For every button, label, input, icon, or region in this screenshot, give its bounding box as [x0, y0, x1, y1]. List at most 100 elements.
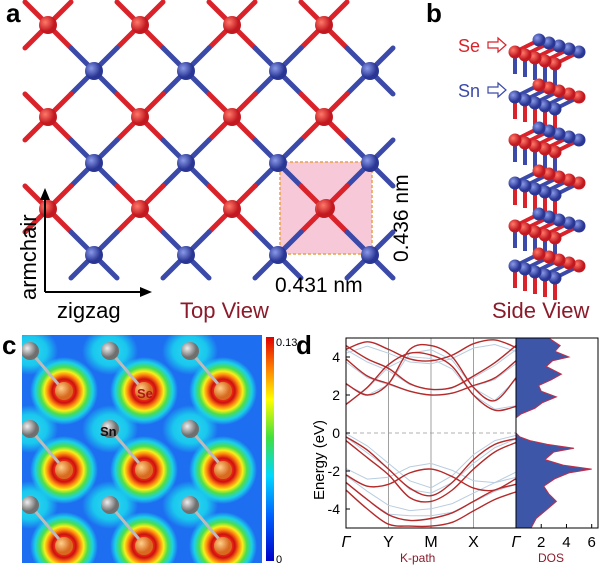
colorbar-min-label: 0 [276, 554, 282, 566]
band-line [345, 468, 517, 492]
side-sn-atom [518, 262, 532, 276]
density-se-atom [135, 537, 153, 555]
side-se-atom [508, 133, 522, 147]
se-atom [131, 108, 149, 126]
dos-frame [515, 337, 599, 529]
side-se-atom [538, 228, 552, 242]
band-line-faint [345, 349, 517, 402]
side-view-label: Side View [492, 298, 590, 323]
sn-atom [269, 154, 287, 172]
side-sn-atom [518, 93, 532, 107]
side-sn-atom [548, 188, 562, 202]
zigzag-axis-label: zigzag [57, 298, 121, 323]
band-line-faint [345, 462, 517, 484]
band-line [345, 358, 517, 396]
se-atom [317, 199, 335, 217]
side-sn-atom [552, 127, 566, 141]
panel-a-letter: a [6, 0, 21, 28]
side-sn-label: Sn [458, 81, 480, 101]
side-se-atom [528, 225, 542, 239]
panel-d-letter: d [296, 330, 312, 360]
se-atom [39, 108, 57, 126]
se-atom [131, 200, 149, 218]
band-line [345, 339, 517, 362]
side-sn-atom [508, 259, 522, 273]
colorbar [266, 337, 274, 561]
se-atom [315, 108, 333, 126]
panel-c: c 0.13 0 Se Sn [2, 330, 297, 566]
side-sn-atom [528, 265, 542, 279]
side-se-atom [532, 247, 546, 261]
k-point-label: Y [383, 534, 394, 551]
sn-atom [361, 246, 379, 264]
density-sn-atom [101, 420, 119, 438]
se-atom [315, 16, 333, 34]
sn-atom [177, 62, 195, 80]
side-se-atom [518, 222, 532, 236]
side-sn-atom [532, 207, 546, 221]
side-sn-atom [532, 121, 546, 135]
se-atom [131, 16, 149, 34]
density-sn-atom [181, 420, 199, 438]
y-tick-label: 0 [332, 425, 340, 441]
density-sn-label: Sn [100, 424, 117, 439]
side-se-atom [532, 78, 546, 92]
sn-atom [85, 154, 103, 172]
side-se-atom [548, 57, 562, 71]
side-sn-atom [542, 124, 556, 138]
side-se-label: Se [458, 36, 480, 56]
density-se-atom [135, 461, 153, 479]
density-se-atom [55, 382, 73, 400]
density-sn-atom [101, 496, 119, 514]
side-se-atom [528, 139, 542, 153]
se-atom [223, 200, 241, 218]
side-se-atom [572, 90, 586, 104]
dos-area [515, 337, 592, 529]
side-sn-atom [538, 185, 552, 199]
side-se-atom [538, 54, 552, 68]
side-se-atom [572, 176, 586, 190]
side-se-atom [542, 167, 556, 181]
sn-atom [177, 154, 195, 172]
sn-atom [85, 62, 103, 80]
se-atom [223, 108, 241, 126]
band-line-faint [345, 475, 517, 512]
k-point-label: X [468, 534, 479, 551]
density-se-atom [214, 537, 232, 555]
band-line-faint [345, 356, 517, 410]
cell-width-label: 0.431 nm [275, 274, 363, 297]
band-xlabel: K-path [400, 551, 435, 565]
density-sn-atom [22, 496, 39, 514]
charge-density-map [22, 335, 262, 563]
side-se-atom [552, 253, 566, 267]
density-se-label: Se [137, 386, 153, 401]
band-structure-chart: -4 -2 0 2 4 Γ Y M X Γ [328, 337, 521, 551]
band-line [345, 436, 517, 497]
density-sn-atom [101, 342, 119, 360]
side-sn-atom [508, 90, 522, 104]
density-sn-atom [181, 342, 199, 360]
se-pointer-arrow-icon [487, 36, 507, 54]
side-se-atom [548, 145, 562, 159]
panel-a: a armchair zigzag 0.431 nm 0.436 nm Top … [6, 0, 413, 323]
side-se-atom [562, 173, 576, 187]
side-sn-atom [542, 210, 556, 224]
side-se-atom [508, 45, 522, 59]
side-se-atom [528, 51, 542, 65]
se-atom [39, 16, 57, 34]
side-sn-atom [538, 99, 552, 113]
side-sn-atom [572, 219, 586, 233]
sn-atom [361, 62, 379, 80]
band-line [345, 440, 517, 503]
colorbar-max-label: 0.13 [276, 337, 297, 349]
se-atom [39, 200, 57, 218]
band-line-faint [345, 433, 517, 489]
side-sn-atom [572, 45, 586, 59]
sn-atom [177, 246, 195, 264]
dos-tick-label: 4 [562, 534, 570, 551]
y-tick-label: 2 [332, 387, 340, 403]
side-se-atom [538, 142, 552, 156]
density-se-atom [214, 461, 232, 479]
density-se-atom [135, 382, 153, 400]
